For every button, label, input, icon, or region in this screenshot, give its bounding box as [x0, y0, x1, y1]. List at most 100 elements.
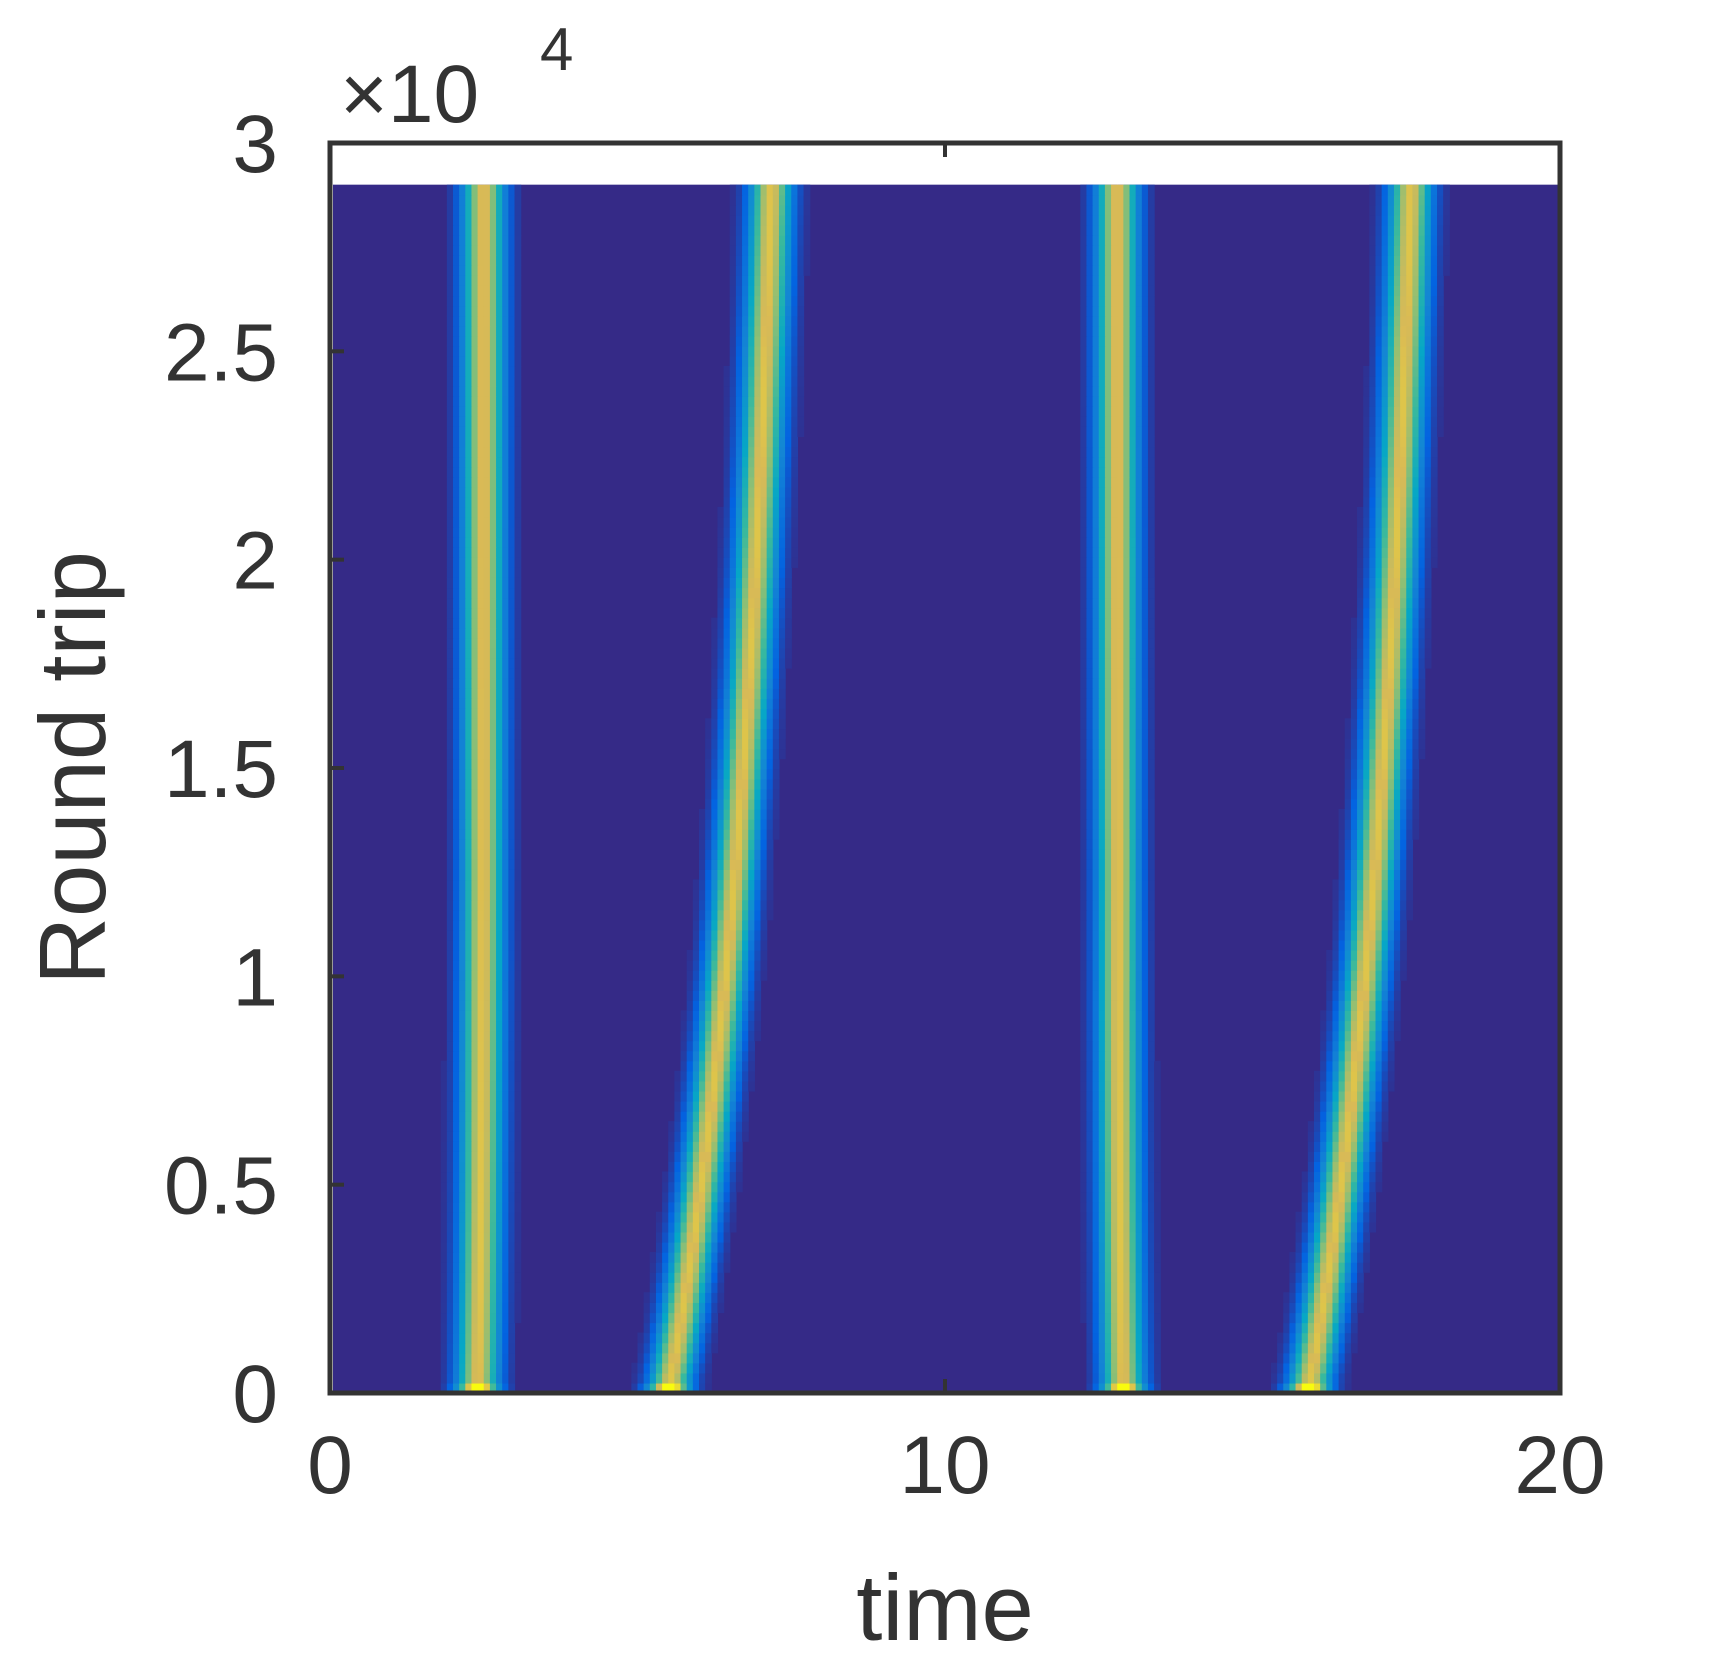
heatmap-cell [1357, 1030, 1364, 1042]
heatmap-cell [514, 476, 522, 488]
heatmap-cell [471, 567, 479, 578]
heatmap-cell [1344, 829, 1352, 840]
heatmap-cell [1350, 1141, 1358, 1152]
heatmap-cell [1104, 476, 1112, 488]
heatmap-cell [489, 808, 497, 820]
heatmap-cell [1418, 456, 1426, 468]
heatmap-cell [1086, 1161, 1094, 1173]
heatmap-cell [1332, 1171, 1340, 1183]
heatmap-cell [1289, 1342, 1297, 1354]
heatmap-cell [735, 1020, 743, 1032]
heatmap-cell [754, 869, 762, 881]
heatmap-cell [723, 1221, 731, 1233]
heatmap-cell [1393, 849, 1401, 860]
heatmap-cell [489, 1080, 497, 1092]
heatmap-cell [1135, 1312, 1143, 1324]
heatmap-cell [1141, 436, 1149, 448]
heatmap-cell [1117, 537, 1124, 548]
heatmap-cell [686, 1080, 694, 1092]
heatmap-cell [766, 647, 774, 659]
heatmap-cell [1147, 748, 1155, 760]
heatmap-cell [483, 668, 491, 679]
heatmap-cell [1393, 698, 1401, 709]
heatmap-cell [723, 476, 731, 488]
heatmap-cell [471, 849, 479, 860]
heatmap-cell [1111, 889, 1118, 901]
heatmap-cell [1326, 1131, 1334, 1142]
heatmap-cell [1123, 909, 1131, 921]
heatmap-cell [453, 1241, 460, 1253]
heatmap-cell [686, 990, 694, 1001]
heatmap-cell [496, 617, 503, 629]
heatmap-cell [1320, 1191, 1327, 1203]
heatmap-cell [1295, 1241, 1303, 1253]
heatmap-cell [686, 1181, 694, 1193]
heatmap-cell [1111, 486, 1118, 498]
heatmap-cell [496, 939, 503, 951]
heatmap-cell [1123, 1352, 1131, 1364]
heatmap-cell [699, 1322, 706, 1334]
heatmap-cell [477, 396, 485, 407]
heatmap-cell [1387, 567, 1395, 578]
heatmap-cell [508, 1342, 516, 1354]
heatmap-cell [1338, 1352, 1346, 1364]
heatmap-cell [1424, 627, 1432, 639]
heatmap-cell [692, 1070, 700, 1082]
heatmap-cell [453, 849, 460, 860]
heatmap-cell [1307, 1332, 1315, 1344]
heatmap-cell [1098, 1060, 1106, 1072]
heatmap-cell [1135, 919, 1143, 931]
heatmap-cell [453, 386, 460, 397]
heatmap-cell [1338, 1100, 1346, 1112]
heatmap-cell [1430, 557, 1438, 568]
heatmap-cell [1123, 778, 1131, 790]
heatmap-cell [508, 446, 516, 458]
heatmap-cell [1117, 476, 1124, 488]
heatmap-cell [662, 1332, 669, 1344]
heatmap-cell [699, 1161, 706, 1173]
heatmap-cell [1307, 1221, 1315, 1233]
heatmap-cell [1092, 1201, 1100, 1213]
heatmap-cell [471, 899, 479, 911]
heatmap-cell [1080, 1201, 1088, 1213]
heatmap-cell [680, 1191, 688, 1203]
heatmap-cell [1104, 587, 1112, 599]
heatmap-cell [1307, 1241, 1315, 1253]
heatmap-cell [686, 1030, 694, 1042]
heatmap-cell [1393, 537, 1401, 548]
heatmap-cell [453, 1131, 460, 1142]
heatmap-cell [1080, 1292, 1088, 1303]
heatmap-cell [1301, 1322, 1309, 1334]
heatmap-cell [1117, 960, 1124, 971]
heatmap-cell [1369, 506, 1377, 518]
heatmap-cell [471, 537, 479, 548]
heatmap-cell [717, 1000, 725, 1011]
heatmap-cell [477, 768, 485, 780]
heatmap-cell [502, 375, 509, 387]
heatmap-cell [1363, 516, 1370, 528]
heatmap-cell [502, 1262, 509, 1273]
heatmap-cell [717, 778, 725, 790]
heatmap-cell [1320, 1141, 1327, 1152]
heatmap-cell [471, 889, 479, 901]
heatmap-cell [1400, 808, 1407, 820]
heatmap-cell [1117, 698, 1124, 709]
heatmap-cell [1357, 627, 1364, 639]
heatmap-cell [1141, 1121, 1149, 1132]
heatmap-cell [1098, 849, 1106, 860]
heatmap-cell [785, 647, 792, 659]
heatmap-cell [1135, 1151, 1143, 1162]
heatmap-cell [1117, 1352, 1124, 1364]
heatmap-cell [496, 1342, 503, 1354]
heatmap-cell [459, 547, 466, 558]
heatmap-cell [1123, 647, 1131, 659]
heatmap-cell [489, 819, 497, 830]
heatmap-cell [705, 778, 712, 790]
heatmap-cell [489, 899, 497, 911]
heatmap-cell [502, 607, 509, 619]
heatmap-cell [1393, 637, 1401, 649]
heatmap-cell [1147, 1181, 1155, 1193]
heatmap-cell [1400, 406, 1407, 417]
heatmap-cell [1123, 1060, 1131, 1072]
heatmap-cell [1400, 527, 1407, 538]
